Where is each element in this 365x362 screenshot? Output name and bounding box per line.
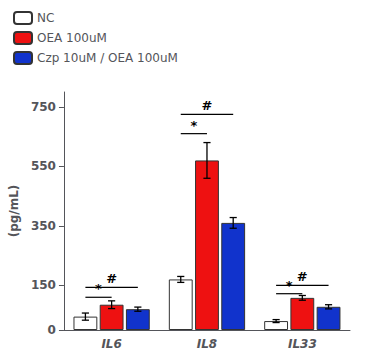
svg-text:150: 150: [31, 278, 56, 292]
svg-text:*: *: [190, 118, 197, 133]
svg-text:#: #: [297, 269, 308, 284]
svg-text:IL6: IL6: [101, 337, 121, 351]
svg-text:750: 750: [31, 100, 56, 114]
svg-text:550: 550: [31, 159, 56, 173]
svg-text:#: #: [106, 271, 117, 286]
svg-text:*: *: [95, 281, 102, 296]
svg-text:#: #: [202, 98, 213, 113]
svg-text:IL33: IL33: [288, 337, 317, 351]
svg-text:0: 0: [48, 323, 56, 337]
svg-text:OEA 100uM: OEA 100uM: [37, 31, 107, 45]
svg-text:NC: NC: [37, 11, 54, 25]
svg-text:Czp 10uM / OEA 100uM: Czp 10uM / OEA 100uM: [37, 51, 178, 65]
svg-text:350: 350: [31, 219, 56, 233]
svg-text:IL8: IL8: [197, 337, 217, 351]
svg-text:(pg/mL): (pg/mL): [7, 185, 21, 238]
